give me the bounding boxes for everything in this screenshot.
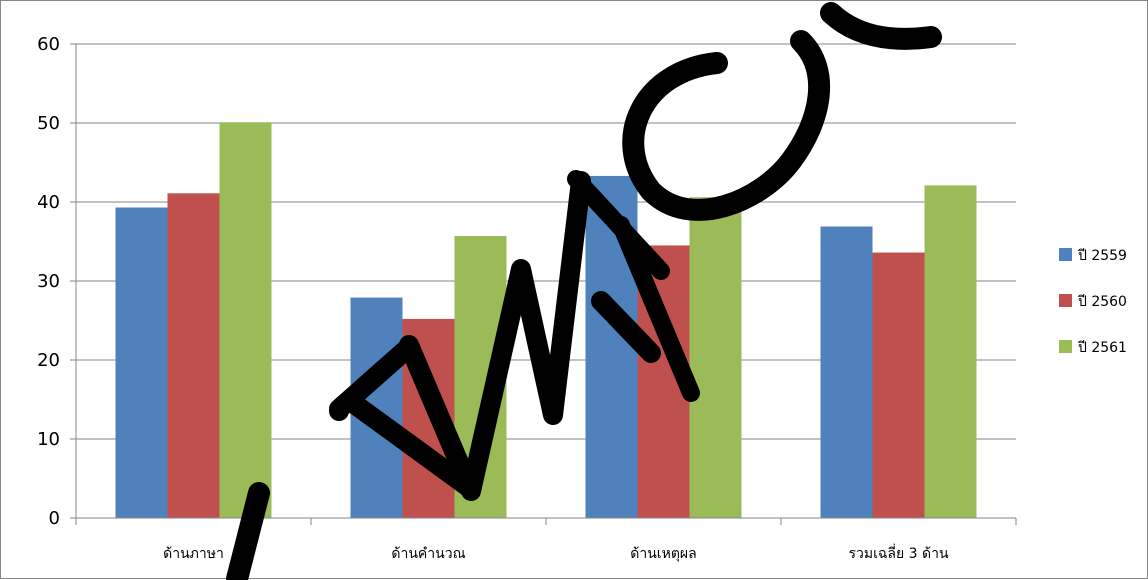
x-tick-label: ด้านภาษา xyxy=(163,546,224,562)
watermark-stroke-w xyxy=(399,171,591,501)
axes: 0 10 20 30 40 50 60 ด้านภาษา ด้านคำนวณ ด้านเหตุผล… xyxy=(37,34,1017,562)
legend-label: ปี 2559 xyxy=(1078,248,1127,264)
x-tick-label: ด้านเหตุผล xyxy=(630,546,696,562)
y-tick-label: 60 xyxy=(37,34,60,55)
bar xyxy=(924,185,977,518)
y-tick-label: 20 xyxy=(37,350,60,371)
legend-swatch xyxy=(1059,248,1072,261)
y-tick-label: 40 xyxy=(37,192,60,213)
bars xyxy=(115,122,977,519)
watermark xyxy=(226,2,942,580)
bar xyxy=(219,122,272,519)
watermark-stroke-a xyxy=(329,337,481,499)
x-tick-label: ด้านคำนวณ xyxy=(391,546,465,562)
watermark-stroke-c xyxy=(622,30,831,221)
bar xyxy=(820,226,873,519)
legend-label: ปี 2560 xyxy=(1078,294,1127,310)
bar xyxy=(689,197,742,518)
watermark-stroke-h xyxy=(820,2,942,50)
x-tick-label: รวมเฉลี่ย 3 ด้าน xyxy=(848,544,948,562)
bar xyxy=(872,252,925,518)
y-tick-label: 30 xyxy=(37,271,60,292)
bar xyxy=(115,207,168,518)
watermark-stroke-s xyxy=(226,482,270,580)
watermark-stroke-t xyxy=(567,170,700,402)
legend-swatch xyxy=(1059,340,1072,353)
legend: ปี 2559 ปี 2560 ปี 2561 xyxy=(1059,248,1127,356)
watermark-stroke-i xyxy=(591,291,661,363)
legend-swatch xyxy=(1059,294,1072,307)
legend-label: ปี 2561 xyxy=(1078,340,1127,356)
y-tick-label: 0 xyxy=(49,508,60,529)
bar xyxy=(167,193,220,518)
y-tick-label: 50 xyxy=(37,113,60,134)
y-tick-label: 10 xyxy=(37,429,60,450)
